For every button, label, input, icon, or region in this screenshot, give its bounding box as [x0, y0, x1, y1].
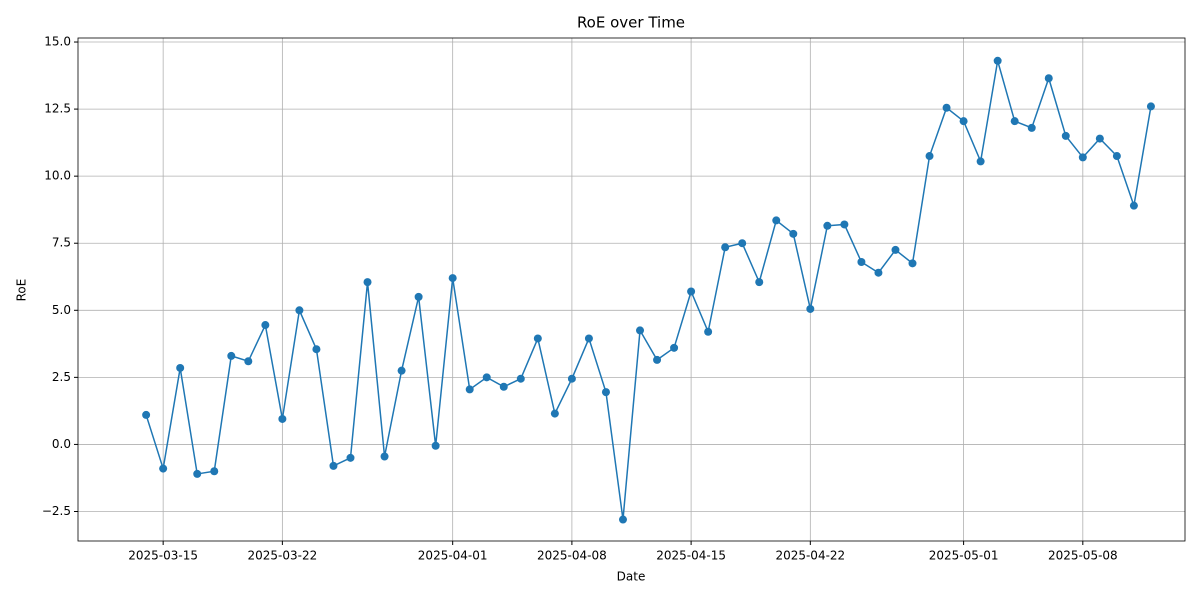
point — [857, 258, 866, 267]
y-tick-label: 12.5 — [44, 102, 71, 116]
point — [142, 410, 151, 419]
point — [482, 373, 491, 382]
point — [448, 274, 457, 283]
point — [346, 453, 355, 462]
x-tick-label: 2025-03-15 — [128, 549, 198, 563]
point — [721, 243, 730, 252]
point — [738, 239, 747, 248]
x-tick-label: 2025-04-08 — [537, 549, 607, 563]
point — [278, 414, 287, 423]
point — [550, 409, 559, 418]
point — [908, 259, 917, 268]
point — [840, 220, 849, 229]
point — [1044, 74, 1053, 83]
point — [1010, 117, 1019, 126]
y-tick-label: −2.5 — [42, 504, 71, 518]
point — [1027, 123, 1036, 132]
x-tick-label: 2025-05-01 — [929, 549, 999, 563]
y-tick-label: 2.5 — [52, 370, 71, 384]
x-tick-label: 2025-03-22 — [247, 549, 317, 563]
point — [755, 278, 764, 287]
point — [959, 117, 968, 126]
point — [653, 355, 662, 364]
point — [516, 374, 525, 383]
line — [145, 60, 1152, 520]
point — [465, 385, 474, 394]
point — [295, 306, 304, 315]
point — [704, 327, 713, 336]
point — [874, 268, 883, 277]
point — [176, 363, 185, 372]
point — [227, 351, 236, 360]
point — [1146, 102, 1155, 111]
x-tick-label: 2025-04-01 — [418, 549, 488, 563]
point — [193, 469, 202, 478]
y-axis-label: RoE — [15, 279, 29, 302]
x-axis-label: Date — [617, 570, 646, 584]
point — [584, 334, 593, 343]
point — [210, 467, 219, 476]
point — [942, 103, 951, 112]
point — [1112, 152, 1121, 161]
point — [261, 321, 270, 330]
point — [1078, 153, 1087, 162]
point — [976, 157, 985, 166]
point — [159, 464, 168, 473]
plot-frame — [77, 37, 1186, 542]
point — [670, 343, 679, 352]
point — [397, 366, 406, 375]
chart-title: RoE over Time — [577, 14, 685, 32]
point — [823, 221, 832, 230]
point — [363, 278, 372, 287]
point — [1061, 131, 1070, 140]
point — [687, 287, 696, 296]
y-tick-label: 7.5 — [52, 236, 71, 250]
point — [533, 334, 542, 343]
point — [380, 452, 389, 461]
point — [993, 56, 1002, 65]
point — [1095, 134, 1104, 143]
x-tick-label: 2025-04-22 — [775, 549, 845, 563]
point — [329, 461, 338, 470]
point — [431, 441, 440, 450]
y-tick-label: 0.0 — [52, 437, 71, 451]
point — [772, 216, 781, 225]
point — [414, 292, 423, 301]
point — [925, 152, 934, 161]
point — [244, 357, 253, 366]
x-tick-label: 2025-05-08 — [1048, 549, 1118, 563]
point — [1129, 201, 1138, 210]
point — [636, 326, 645, 335]
point — [567, 374, 576, 383]
point — [789, 229, 798, 238]
x-tick-label: 2025-04-15 — [656, 549, 726, 563]
point — [499, 382, 508, 391]
point — [618, 515, 627, 524]
y-tick-label: 5.0 — [52, 303, 71, 317]
point — [312, 345, 321, 354]
y-tick-label: 10.0 — [44, 169, 71, 183]
point — [601, 388, 610, 397]
point — [891, 245, 900, 254]
y-tick-label: 15.0 — [44, 35, 71, 49]
point — [806, 304, 815, 313]
